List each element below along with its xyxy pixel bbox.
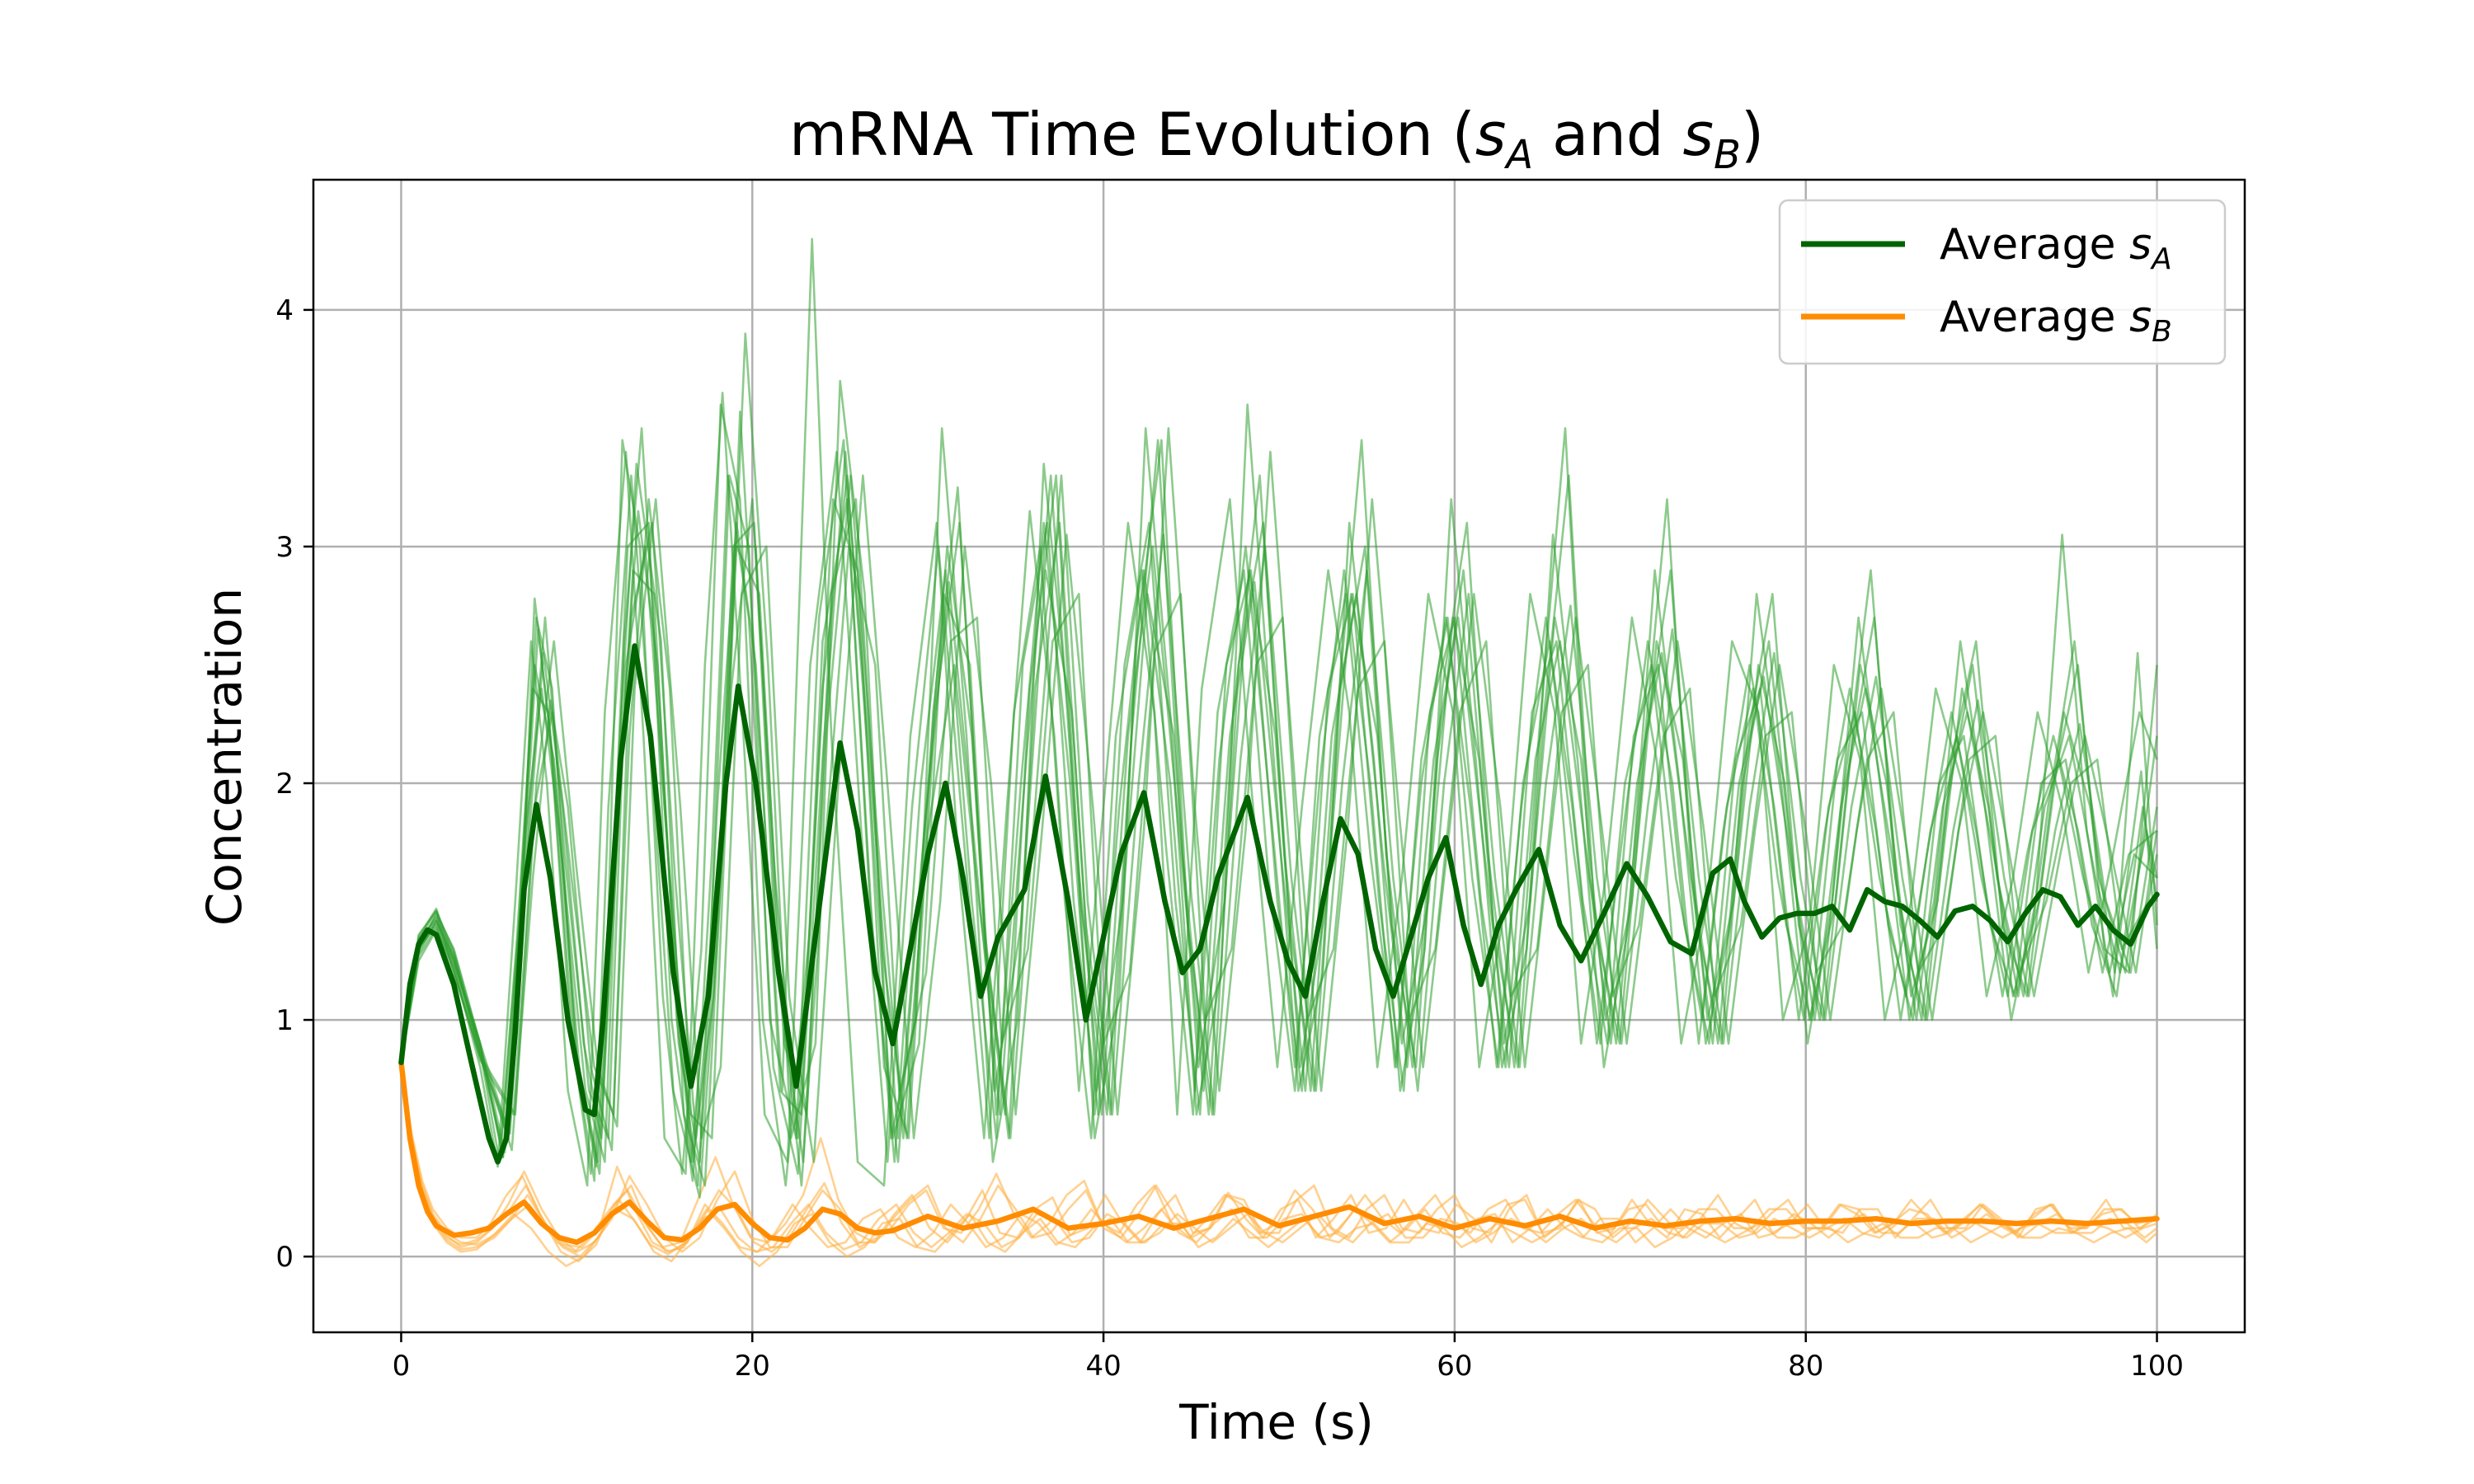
title-suffix: ) <box>1741 100 1764 169</box>
chart-title: mRNA Time Evolution (sA and sB) <box>789 100 1764 178</box>
y-tick-label: 1 <box>275 1004 294 1037</box>
axis-ticks: 0 20 40 60 80 100 0 1 2 3 4 <box>275 294 2184 1383</box>
sb-trajectory <box>400 1062 2157 1258</box>
y-tick-label: 4 <box>275 294 294 327</box>
title-var-sa: s <box>1475 100 1507 169</box>
legend-var-sa: s <box>2129 220 2152 270</box>
legend-var-sb: s <box>2129 293 2152 342</box>
sa-trajectory <box>400 450 2158 1182</box>
average-sb-line <box>398 1059 2160 1246</box>
x-tick-label: 20 <box>735 1350 770 1383</box>
x-axis-label: Time (s) <box>1178 1394 1374 1450</box>
x-tick-label: 0 <box>393 1350 411 1383</box>
legend-sub-sb: B <box>2152 315 2172 349</box>
sa-trajectory <box>400 332 2158 1187</box>
legend-prefix-sb: Average <box>1940 293 2129 342</box>
legend-sub-sa: A <box>2150 242 2172 276</box>
sa-trajectories <box>400 237 2158 1199</box>
x-tick-label: 100 <box>2130 1350 2184 1383</box>
x-tick-label: 40 <box>1085 1350 1121 1383</box>
legend-prefix-sa: Average <box>1940 220 2129 270</box>
plot-frame <box>312 178 2246 1334</box>
sb-trajectory <box>400 1062 2157 1253</box>
title-mid: and <box>1533 100 1682 169</box>
title-prefix: mRNA Time Evolution ( <box>789 100 1475 169</box>
y-tick-label: 0 <box>275 1241 294 1274</box>
legend-label-sa: Average sA <box>1940 220 2172 276</box>
legend: Average sA Average sB <box>1778 199 2227 365</box>
title-var-sb: s <box>1682 100 1714 169</box>
y-tick-label: 2 <box>275 768 294 801</box>
sa-trajectory <box>400 403 2158 1187</box>
title-sub-sb: B <box>1714 132 1741 178</box>
average-sa-line <box>398 643 2160 1165</box>
y-axis-label: Concentration <box>196 588 252 926</box>
average-lines <box>398 643 2160 1246</box>
title-sub-sa: A <box>1503 132 1533 178</box>
x-tick-label: 60 <box>1437 1350 1472 1383</box>
legend-label-sb: Average sB <box>1940 293 2172 349</box>
y-tick-label: 3 <box>275 531 294 564</box>
sa-trajectory <box>400 427 2158 1163</box>
x-tick-label: 80 <box>1788 1350 1823 1383</box>
